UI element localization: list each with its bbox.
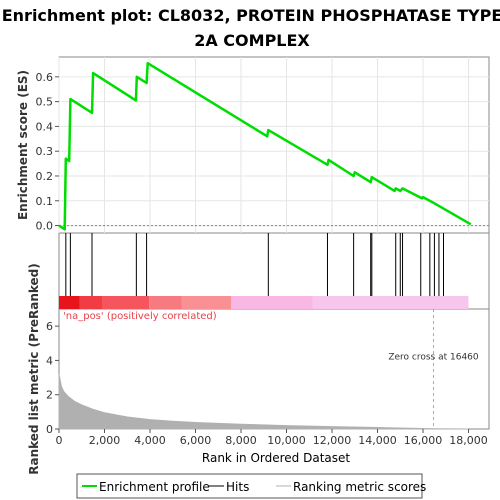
metric-y-axis-label: Ranked list metric (PreRanked) [27, 263, 41, 475]
chart-title-line2: 2A COMPLEX [194, 31, 310, 50]
enrichment-profile-line [58, 61, 472, 231]
x-axis: 0 2,000 4,000 6,000 8,000 10,000 12,000 14,000 1… [56, 429, 488, 447]
metric-ytick-label-0: 0 [46, 423, 53, 436]
ranking-metric-area [58, 374, 469, 430]
legend: Enrichment profile Hits Ranking metric s… [76, 473, 426, 499]
metric-y-axis: 0 2 4 6 [46, 320, 59, 436]
ranking-band-segment-1 [79, 296, 102, 309]
x-axis-label: Rank in Ordered Dataset [202, 451, 350, 465]
es-gridlines [58, 57, 489, 233]
x-tick-label-6: 12,000 [313, 434, 352, 447]
x-tick-label-5: 10,000 [267, 434, 306, 447]
x-tick-label-8: 16,000 [404, 434, 443, 447]
es-y-axis: 0.0 0.1 0.2 0.3 0.4 0.5 0.6 [36, 71, 59, 233]
es-ytick-label-0: 0.0 [36, 220, 54, 233]
es-y-axis-label: Enrichment score (ES) [16, 70, 30, 220]
es-ytick-label-1: 0.1 [36, 195, 54, 208]
es-ytick-label-3: 0.3 [36, 145, 54, 158]
zero-cross-label: Zero cross at 16460 [388, 352, 479, 362]
legend-enrichment-label: Enrichment profile [99, 480, 210, 494]
ranking-color-band [59, 296, 469, 309]
es-ytick-label-4: 0.4 [36, 120, 54, 133]
metric-ytick-label-1: 2 [46, 389, 53, 402]
ranking-band-segment-3 [149, 296, 182, 309]
ranking-band-segment-6 [312, 296, 469, 309]
x-tick-label-3: 6,000 [180, 434, 212, 447]
metric-ytick-label-3: 6 [46, 320, 53, 333]
ranking-metric-group [58, 309, 469, 430]
ranking-band-segment-0 [59, 296, 80, 309]
legend-box [76, 473, 423, 499]
es-ytick-label-5: 0.5 [36, 96, 54, 109]
x-tick-label-9: 18,000 [449, 434, 488, 447]
x-tick-label-1: 2,000 [89, 434, 121, 447]
legend-hits-label: Hits [226, 480, 249, 494]
chart-title-line1: Enrichment plot: CL8032, PROTEIN PHOSPHA… [2, 6, 500, 25]
es-ytick-label-2: 0.2 [36, 170, 54, 183]
ranking-band-segment-2 [102, 296, 150, 309]
ranking-band-segment-5 [231, 296, 313, 309]
metric-ytick-label-2: 4 [46, 354, 53, 367]
x-tick-label-2: 4,000 [134, 434, 166, 447]
ranking-band-segment-4 [181, 296, 231, 309]
positive-correlation-label: 'na_pos' (positively correlated) [63, 311, 217, 322]
enrichment-profile-group [58, 61, 472, 231]
es-ytick-label-6: 0.6 [36, 71, 54, 84]
x-tick-label-4: 8,000 [225, 434, 257, 447]
x-tick-label-7: 14,000 [358, 434, 397, 447]
x-tick-label-0: 0 [56, 434, 63, 447]
hits-group [65, 233, 444, 296]
legend-ranking-label: Ranking metric scores [293, 480, 426, 494]
